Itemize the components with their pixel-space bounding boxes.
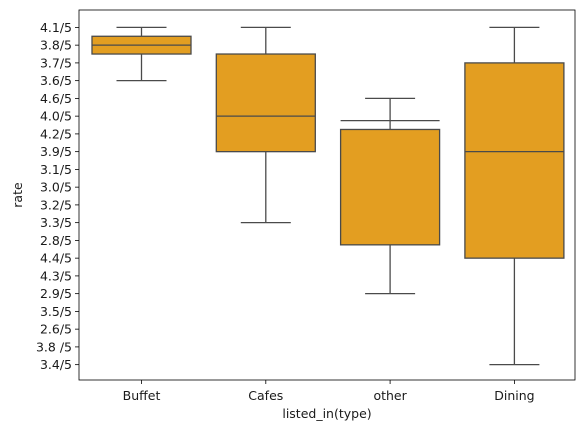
y-tick-label: 3.4/5 xyxy=(40,357,72,372)
y-tick-label: 3.9/5 xyxy=(40,144,72,159)
y-tick-label: 3.0/5 xyxy=(40,180,72,195)
y-tick-label: 3.5/5 xyxy=(40,304,72,319)
y-tick-label: 3.3/5 xyxy=(40,215,72,230)
x-axis-ticks: Buffet Cafes other Dining xyxy=(123,380,535,403)
y-tick-label: 2.8/5 xyxy=(40,233,72,248)
y-tick-label: 4.1/5 xyxy=(40,20,72,35)
y-tick-label: 3.2/5 xyxy=(40,197,72,212)
y-tick-label: 3.8/5 xyxy=(40,38,72,53)
y-tick-label: 4.0/5 xyxy=(40,109,72,124)
boxes-layer xyxy=(91,26,565,366)
box-iqr xyxy=(339,128,441,246)
x-axis-label: listed_in(type) xyxy=(282,406,371,421)
box-other xyxy=(339,97,441,295)
plot-frame xyxy=(78,9,576,381)
y-tick-label: 3.8 /5 xyxy=(36,339,72,354)
y-tick-label: 2.9/5 xyxy=(40,286,72,301)
x-tick-label: Cafes xyxy=(248,388,283,403)
y-tick-label: 4.2/5 xyxy=(40,126,72,141)
box-buffet xyxy=(91,26,192,82)
y-tick-label: 2.6/5 xyxy=(40,322,72,337)
box-iqr xyxy=(464,62,565,259)
y-tick-label: 3.7/5 xyxy=(40,55,72,70)
y-tick-label: 3.1/5 xyxy=(40,162,72,177)
y-axis-ticks: 4.1/5 3.8/5 3.7/5 3.6/5 4.6/5 4.0/5 4.2/5 3.9/5… xyxy=(36,20,79,372)
box-iqr xyxy=(215,53,316,153)
box-cafes xyxy=(215,26,316,224)
y-tick-label: 4.3/5 xyxy=(40,268,72,283)
y-tick-label: 3.6/5 xyxy=(40,73,72,88)
x-tick-label: Dining xyxy=(494,388,534,403)
x-tick-label: other xyxy=(373,388,407,403)
y-tick-label: 4.4/5 xyxy=(40,251,72,266)
x-tick-label: Buffet xyxy=(123,388,161,403)
box-dining xyxy=(464,26,565,366)
y-axis-label: rate xyxy=(10,182,25,208)
y-tick-label: 4.6/5 xyxy=(40,91,72,106)
